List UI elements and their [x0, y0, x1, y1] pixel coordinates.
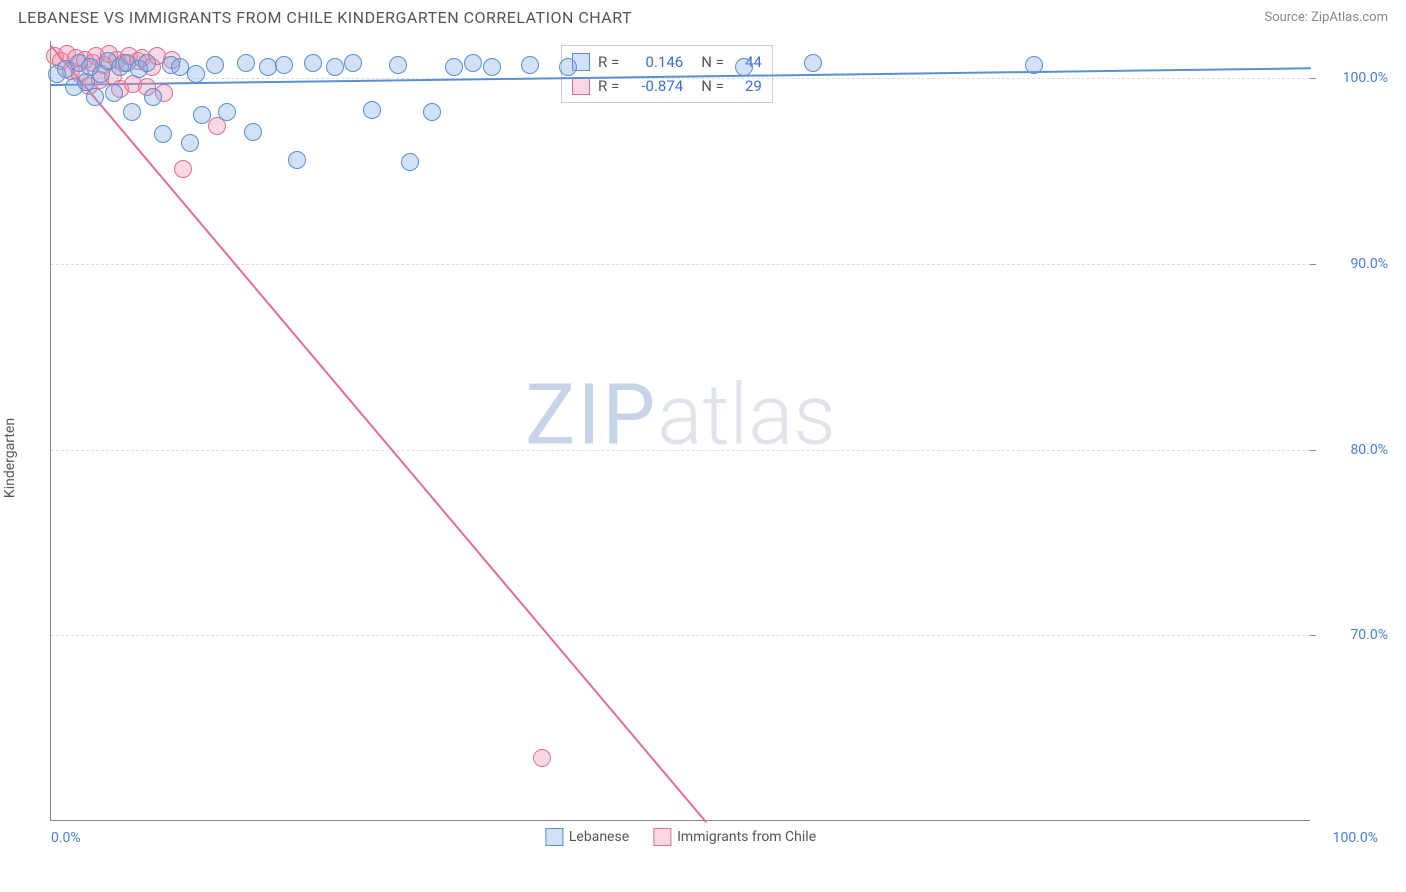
chart-header: LEBANESE VS IMMIGRANTS FROM CHILE KINDER… [0, 0, 1406, 31]
data-point [218, 103, 236, 121]
data-point [171, 58, 189, 76]
chart-source: Source: ZipAtlas.com [1264, 10, 1388, 25]
data-point [138, 54, 156, 72]
data-point [288, 151, 306, 169]
r-value: 0.146 [627, 50, 683, 74]
y-tick-label: 100.0% [1318, 70, 1388, 86]
data-point [244, 123, 262, 141]
data-point [123, 103, 141, 121]
data-point [344, 54, 362, 72]
y-tick-mark [1310, 264, 1316, 265]
stats-row: R =0.146N =44 [572, 50, 762, 74]
legend-swatch-pink [653, 828, 671, 846]
legend: Lebanese Immigrants from Chile [545, 828, 816, 846]
data-point [154, 125, 172, 143]
gridline [51, 78, 1310, 79]
data-point [804, 54, 822, 72]
data-point [326, 58, 344, 76]
data-point [144, 88, 162, 106]
data-point [193, 106, 211, 124]
data-point [259, 58, 277, 76]
data-point [735, 58, 753, 76]
x-tick-min: 0.0% [51, 830, 81, 846]
gridline [51, 635, 1310, 636]
legend-item-blue: Lebanese [545, 828, 629, 846]
x-tick-max: 100.0% [1333, 830, 1378, 846]
n-label: N = [701, 50, 724, 74]
data-point [483, 58, 501, 76]
data-point [1025, 56, 1043, 74]
data-point [237, 54, 255, 72]
y-axis-label: Kindergarten [2, 418, 18, 498]
data-point [401, 153, 419, 171]
data-point [445, 58, 463, 76]
data-point [86, 88, 104, 106]
legend-label-blue: Lebanese [569, 829, 629, 845]
data-point [304, 54, 322, 72]
legend-item-pink: Immigrants from Chile [653, 828, 816, 846]
data-point [275, 56, 293, 74]
y-tick-label: 80.0% [1318, 442, 1388, 458]
gridline [51, 450, 1310, 451]
data-point [464, 54, 482, 72]
y-tick-mark [1310, 450, 1316, 451]
chart-container: Kindergarten ZIPatlas R =0.146N =44R =-0… [0, 31, 1406, 885]
legend-label-pink: Immigrants from Chile [677, 829, 816, 845]
data-point [559, 58, 577, 76]
legend-swatch-blue [545, 828, 563, 846]
data-point [363, 101, 381, 119]
data-point [187, 65, 205, 83]
gridline [51, 264, 1310, 265]
data-point [389, 56, 407, 74]
data-point [521, 56, 539, 74]
data-point [174, 160, 192, 178]
data-point [105, 84, 123, 102]
stats-swatch [572, 77, 590, 95]
y-tick-mark [1310, 635, 1316, 636]
regression-line [50, 45, 707, 823]
y-tick-label: 90.0% [1318, 256, 1388, 272]
y-tick-label: 70.0% [1318, 627, 1388, 643]
data-point [533, 749, 551, 767]
data-point [206, 56, 224, 74]
y-tick-mark [1310, 78, 1316, 79]
plot-area: ZIPatlas R =0.146N =44R =-0.874N =29 Leb… [50, 41, 1310, 821]
chart-title: LEBANESE VS IMMIGRANTS FROM CHILE KINDER… [18, 8, 632, 27]
r-label: R = [598, 50, 619, 74]
data-point [181, 134, 199, 152]
data-point [423, 103, 441, 121]
